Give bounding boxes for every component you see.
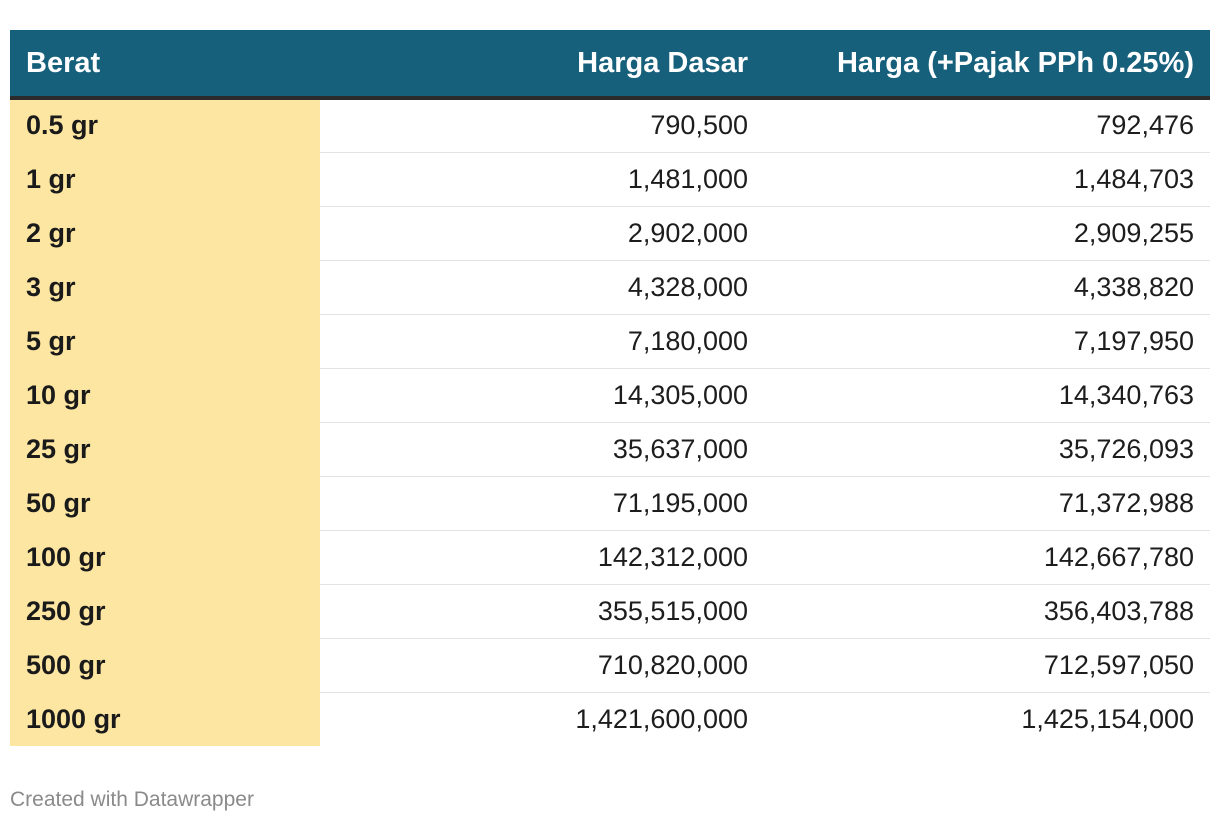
weight-cell: 1000 gr	[10, 692, 320, 746]
price-table: Berat Harga Dasar Harga (+Pajak PPh 0.25…	[10, 30, 1210, 746]
table-row: 1 gr 1,481,000 1,484,703	[10, 152, 1210, 207]
weight-cell: 500 gr	[10, 638, 320, 693]
table-row: 10 gr 14,305,000 14,340,763	[10, 368, 1210, 423]
price-with-tax-cell: 7,197,950	[764, 314, 1210, 369]
column-header-price-with-tax: Harga (+Pajak PPh 0.25%)	[764, 30, 1210, 100]
column-header-base-price: Harga Dasar	[320, 30, 764, 100]
table-body: 0.5 gr 790,500 792,476 1 gr 1,481,000 1,484,7…	[10, 98, 1210, 746]
price-with-tax-cell: 712,597,050	[764, 638, 1210, 693]
table-row: 50 gr 71,195,000 71,372,988	[10, 476, 1210, 531]
weight-cell: 0.5 gr	[10, 98, 320, 153]
weight-cell: 50 gr	[10, 476, 320, 531]
base-price-cell: 790,500	[320, 98, 764, 153]
base-price-cell: 14,305,000	[320, 368, 764, 423]
price-with-tax-cell: 1,425,154,000	[1021, 703, 1194, 734]
price-with-tax-cell: 71,372,988	[764, 476, 1210, 531]
price-with-tax-cell: 1,484,703	[764, 152, 1210, 207]
base-price-cell: 2,902,000	[320, 206, 764, 261]
base-price-cell: 142,312,000	[320, 530, 764, 585]
table-row: 500 gr 710,820,000 712,597,050	[10, 638, 1210, 693]
footer-credit: Created with Datawrapper	[10, 788, 254, 811]
weight-cell: 10 gr	[10, 368, 320, 423]
base-price-cell: 1,421,600,000	[575, 703, 748, 734]
table-row: 100 gr 142,312,000 142,667,780	[10, 530, 1210, 585]
column-header-weight: Berat	[10, 30, 320, 100]
price-with-tax-cell: 2,909,255	[764, 206, 1210, 261]
base-price-cell: 35,637,000	[320, 422, 764, 477]
base-price-cell: 71,195,000	[320, 476, 764, 531]
base-price-cell: 710,820,000	[320, 638, 764, 693]
base-price-cell: 4,328,000	[320, 260, 764, 315]
weight-cell: 25 gr	[10, 422, 320, 477]
base-price-cell: 7,180,000	[320, 314, 764, 369]
price-with-tax-cell: 356,403,788	[764, 584, 1210, 639]
price-table-container: Berat Harga Dasar Harga (+Pajak PPh 0.25…	[10, 30, 1210, 746]
price-with-tax-cell: 14,340,763	[764, 368, 1210, 423]
price-with-tax-cell: 792,476	[764, 98, 1210, 153]
table-row: 0.5 gr 790,500 792,476	[10, 98, 1210, 153]
weight-cell: 5 gr	[10, 314, 320, 369]
price-with-tax-cell: 35,726,093	[764, 422, 1210, 477]
table-row: 2 gr 2,902,000 2,909,255	[10, 206, 1210, 261]
price-with-tax-cell: 4,338,820	[764, 260, 1210, 315]
weight-cell: 250 gr	[10, 584, 320, 639]
table-row: 250 gr 355,515,000 356,403,788	[10, 584, 1210, 639]
table-header-row: Berat Harga Dasar Harga (+Pajak PPh 0.25…	[10, 30, 1210, 100]
table-row: 3 gr 4,328,000 4,338,820	[10, 260, 1210, 315]
weight-cell: 100 gr	[10, 530, 320, 585]
price-with-tax-cell: 142,667,780	[764, 530, 1210, 585]
table-row: 1000 gr 1,421,600,000 1,425,154,000	[10, 692, 1210, 746]
weight-cell: 1 gr	[10, 152, 320, 207]
base-price-cell: 355,515,000	[320, 584, 764, 639]
base-price-cell: 1,481,000	[320, 152, 764, 207]
table-row: 25 gr 35,637,000 35,726,093	[10, 422, 1210, 477]
weight-cell: 3 gr	[10, 260, 320, 315]
table-row: 5 gr 7,180,000 7,197,950	[10, 314, 1210, 369]
weight-cell: 2 gr	[10, 206, 320, 261]
